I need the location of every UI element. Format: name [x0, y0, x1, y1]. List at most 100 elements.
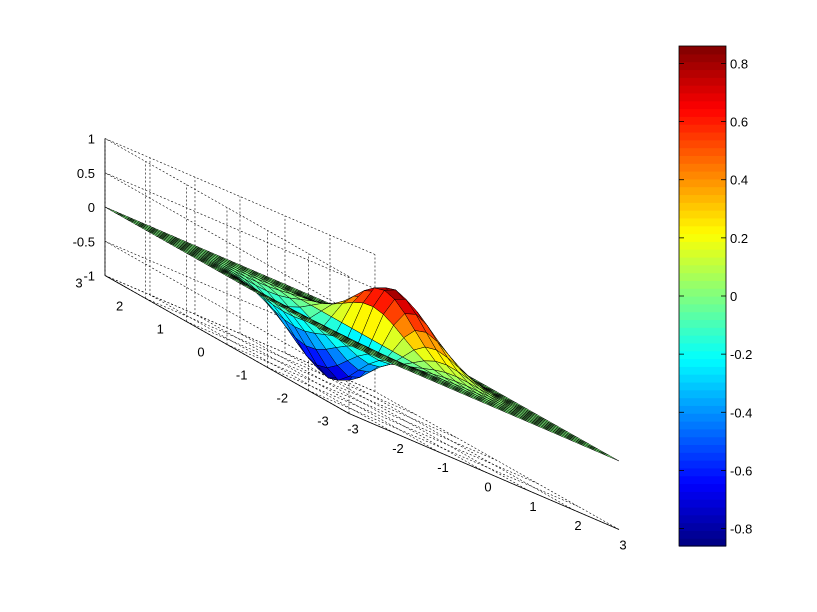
grid-backwall-z-3: [104, 172, 376, 290]
colorbar-segment-36: [679, 256, 726, 266]
colorbar-segment-57: [679, 92, 726, 102]
colorbar-segment-53: [679, 124, 726, 133]
colorbar-segment-16: [679, 413, 726, 422]
x-tick-label-6: 3: [619, 538, 626, 553]
grid-backwall-z-4: [104, 138, 376, 255]
colorbar-segment-61: [679, 61, 726, 71]
z-tick-label-4: 1: [88, 132, 95, 147]
colorbar-segment-5: [679, 499, 726, 508]
colorbar-tick-label-3: -0.2: [730, 347, 752, 362]
grid-floor-y-3: [226, 344, 498, 461]
colorbar-segment-31: [679, 296, 726, 305]
x-tick-label-3: 0: [484, 480, 491, 495]
colorbar-segment-15: [679, 421, 726, 430]
z-tick-label-2: 0: [88, 200, 95, 215]
y-tick-label-0: -3: [317, 414, 329, 429]
x-tick-label-4: 1: [529, 499, 536, 514]
colorbar-segment-45: [679, 186, 726, 196]
colorbar-segment-3: [679, 514, 726, 524]
colorbar-segment-2: [679, 522, 726, 531]
colorbar-segment-47: [679, 171, 726, 180]
colorbar-segment-43: [679, 202, 726, 211]
colorbar-segment-18: [679, 397, 726, 406]
colorbar-segment-62: [679, 53, 726, 63]
y-tick-label-5: 2: [116, 299, 123, 314]
colorbar-segment-9: [679, 467, 726, 477]
colorbar-segment-33: [679, 280, 726, 289]
colorbar-segment-6: [679, 491, 726, 500]
colorbar-segment-11: [679, 452, 726, 461]
colorbar-segment-44: [679, 194, 726, 203]
colorbar-segment-1: [679, 530, 726, 539]
colorbar-segment-32: [679, 288, 726, 297]
z-tick-label-1: -0.5: [73, 234, 95, 249]
grid-floor-y-5: [145, 298, 416, 415]
colorbar-segment-24: [679, 350, 726, 360]
colorbar-segment-63: [679, 46, 726, 55]
colorbar-tick-label-6: 0.4: [730, 173, 748, 188]
x-tick-label-1: -2: [392, 441, 404, 456]
colorbar-segment-17: [679, 405, 726, 414]
grid-floor-y-4: [186, 321, 457, 438]
grid-leftwall-z-1: [104, 240, 350, 380]
grid-floor-y-1: [308, 390, 579, 507]
colorbar-segment-56: [679, 100, 726, 110]
colorbar-segment-20: [679, 381, 726, 391]
y-tick-label-4: 1: [157, 322, 164, 337]
colorbar-segment-7: [679, 483, 726, 492]
grid-floor-x-3: [239, 333, 485, 472]
surface-mesh: [104, 206, 620, 462]
colorbar-segment-23: [679, 358, 726, 367]
colorbar-segment-50: [679, 147, 726, 156]
y-tick-label-2: -1: [236, 368, 248, 383]
colorbar-segment-55: [679, 108, 726, 117]
colorbar-segment-27: [679, 327, 726, 336]
colorbar-segment-22: [679, 366, 726, 375]
colorbar-segment-26: [679, 335, 726, 344]
colorbar-segment-48: [679, 163, 726, 172]
colorbar-segment-39: [679, 233, 726, 242]
surface-patch-23-0: [597, 450, 620, 462]
colorbar-tick-label-2: -0.4: [730, 405, 752, 420]
colorbar-tick-label-0: -0.8: [730, 522, 752, 537]
colorbar-segment-35: [679, 264, 726, 274]
colorbar-segment-19: [679, 389, 726, 399]
y-tick-label-1: -2: [277, 391, 289, 406]
colorbar-segment-41: [679, 217, 726, 227]
colorbar-segment-28: [679, 319, 726, 328]
grid-floor-y-2: [267, 367, 538, 484]
colorbar-segment-4: [679, 506, 726, 516]
colorbar-segment-10: [679, 460, 726, 469]
colorbar-segment-12: [679, 444, 726, 453]
grid-leftwall-z-0: [104, 275, 350, 414]
colorbar-segment-29: [679, 311, 726, 321]
colorbar-segment-37: [679, 249, 726, 258]
colorbar-segment-25: [679, 342, 726, 352]
colorbar-segment-58: [679, 85, 726, 94]
x-tick-label-2: -1: [437, 460, 449, 475]
x-tick-label-5: 2: [574, 518, 581, 533]
colorbar-segment-40: [679, 225, 726, 235]
colorbar-segment-54: [679, 116, 726, 125]
tick-labels: -1 -0.5 0 0.5 1 -3 -2 -1 0 1 2 3 -3 -2 -1 0 1 2 3: [73, 132, 627, 553]
colorbar-segment-59: [679, 77, 726, 86]
colorbar-segment-34: [679, 272, 726, 281]
x-tick-label-0: -3: [347, 422, 359, 437]
colorbar-segment-42: [679, 210, 726, 219]
grid-leftwall-z-4: [104, 138, 350, 277]
grid-floor-y-0: [348, 413, 620, 530]
colorbar-segment-60: [679, 69, 726, 78]
colorbar-tick-label-8: 0.8: [730, 56, 748, 71]
colorbar-tick-label-4: 0: [730, 289, 737, 304]
colorbar-segment-46: [679, 178, 726, 188]
colorbar: -0.8 -0.6 -0.4 -0.2 0 0.2 0.4 0.6 0.8: [678, 45, 752, 547]
colorbar-segment-30: [679, 303, 726, 313]
y-tick-label-6: 3: [75, 276, 82, 291]
colorbar-segment-49: [679, 155, 726, 164]
z-tick-label-3: 0.5: [77, 166, 95, 181]
colorbar-tick-label-1: -0.6: [730, 463, 752, 478]
colorbar-segment-51: [679, 139, 726, 149]
colorbar-segment-52: [679, 131, 726, 141]
colorbar-segment-0: [679, 538, 726, 547]
